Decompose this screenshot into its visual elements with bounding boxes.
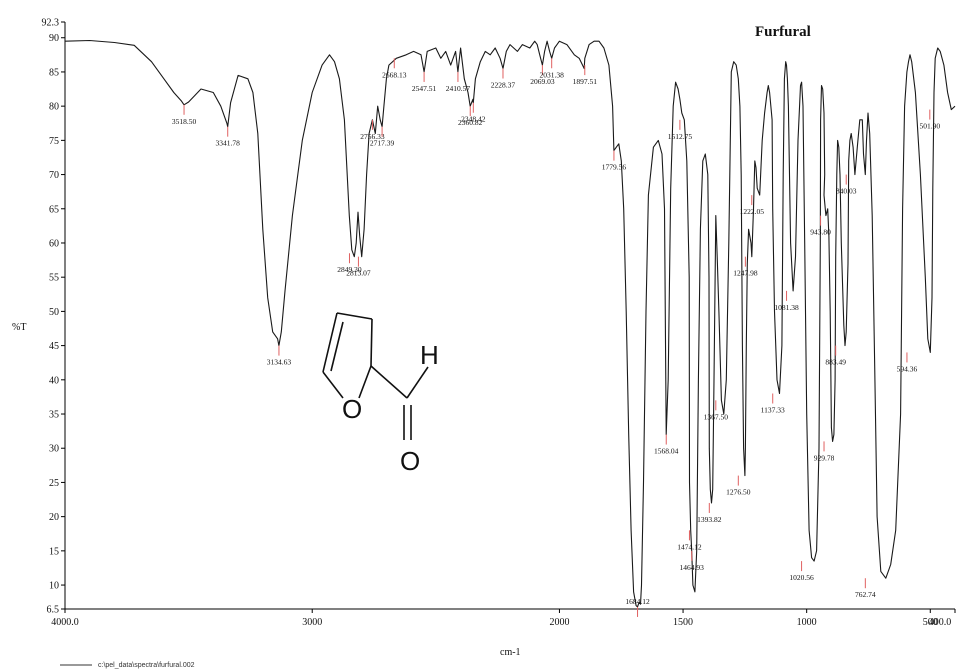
peak-label: 1137.33 — [761, 405, 785, 414]
y-tick-label: 92.3 — [42, 18, 60, 29]
peak-label: 1512.75 — [668, 132, 693, 141]
peak-label: 2849.30 — [337, 265, 362, 274]
y-tick-label: 75 — [49, 136, 59, 147]
y-tick-label: 20 — [49, 512, 59, 523]
x-tick-label: 500 — [923, 617, 938, 628]
y-tick-label: 65 — [49, 204, 59, 215]
peak-label: 2813.07 — [346, 269, 371, 278]
y-axis-ticks: 92.3 90 85 80 75 70 65 60 55 50 45 40 35 30 25 20 15 10 6.… — [42, 18, 65, 616]
x-tick-label: 1000 — [797, 617, 817, 628]
peak-label: 3518.50 — [172, 117, 197, 126]
peak-label: 1020.56 — [789, 573, 814, 582]
y-axis-label: %T — [12, 322, 26, 333]
x-tick-label: 2000 — [549, 617, 569, 628]
peak-label: 762.74 — [855, 590, 876, 599]
peak-label: 501.90 — [919, 122, 940, 131]
x-tick-label: 400.0 — [929, 617, 952, 628]
y-tick-label: 60 — [49, 238, 59, 249]
ring-oxygen-atom: O — [342, 394, 362, 424]
peak-label: 2031.38 — [539, 70, 564, 79]
file-path-text: c:\pel_data\spectra\furfural.002 — [98, 662, 195, 669]
peak-label: 943.80 — [810, 228, 831, 237]
peak-label: 1367.50 — [704, 412, 729, 421]
aldehyde-hydrogen-atom: H — [420, 340, 439, 370]
peak-label: 2756.33 — [360, 132, 385, 141]
peak-label: 1222.05 — [740, 207, 765, 216]
peak-label: 1393.82 — [697, 515, 722, 524]
y-tick-label: 30 — [49, 444, 59, 455]
peak-label: 883.49 — [825, 358, 846, 367]
peak-label: 1464.93 — [680, 563, 705, 572]
peak-label: 1247.98 — [733, 269, 758, 278]
peak-label: 2668.13 — [382, 70, 407, 79]
furfural-structure — [322, 312, 429, 440]
y-tick-label: 6.5 — [47, 605, 60, 616]
x-tick-label: 3000 — [302, 617, 322, 628]
x-tick-label: 1500 — [673, 617, 693, 628]
y-tick-label: 90 — [49, 33, 59, 44]
peak-label: 1081.38 — [774, 303, 799, 312]
y-tick-label: 80 — [49, 102, 59, 113]
peak-label: 2228.37 — [491, 81, 516, 90]
y-tick-label: 15 — [49, 546, 59, 557]
chart-title: Furfural — [755, 24, 811, 40]
peak-label: 1779.56 — [602, 163, 627, 172]
peak-label: 1276.50 — [726, 488, 751, 497]
peak-label: 2410.57 — [446, 84, 471, 93]
peak-label: 2547.51 — [412, 84, 437, 93]
peak-label: 1684.12 — [625, 597, 650, 606]
carbonyl-oxygen-atom: O — [400, 446, 420, 476]
peak-label: 2069.03 — [530, 77, 555, 86]
spectrum-series-line — [64, 39, 956, 608]
peak-label: 1897.51 — [573, 77, 598, 86]
peak-label: 594.36 — [897, 364, 918, 373]
peak-label: 1568.04 — [654, 447, 679, 456]
y-tick-label: 10 — [49, 581, 59, 592]
peak-label: 2717.39 — [370, 139, 395, 148]
peak-label: 840.03 — [836, 187, 857, 196]
y-tick-label: 85 — [49, 67, 59, 78]
y-tick-label: 70 — [49, 170, 59, 181]
y-tick-label: 35 — [49, 410, 59, 421]
x-axis-label: cm-1 — [500, 647, 521, 658]
y-tick-label: 45 — [49, 341, 59, 352]
y-tick-label: 55 — [49, 273, 59, 284]
plot-axes — [64, 22, 955, 610]
peak-label: 3341.78 — [216, 139, 241, 148]
y-tick-label: 25 — [49, 478, 59, 489]
peak-label: 3134.63 — [267, 358, 292, 367]
peak-label: 2348.42 — [461, 115, 486, 124]
y-tick-label: 50 — [49, 307, 59, 318]
y-tick-label: 40 — [49, 375, 59, 386]
x-tick-label: 4000.0 — [51, 617, 79, 628]
peak-label: 2360.82 — [458, 118, 483, 127]
peak-label: 1474.12 — [677, 542, 702, 551]
peak-label: 929.78 — [814, 453, 835, 462]
